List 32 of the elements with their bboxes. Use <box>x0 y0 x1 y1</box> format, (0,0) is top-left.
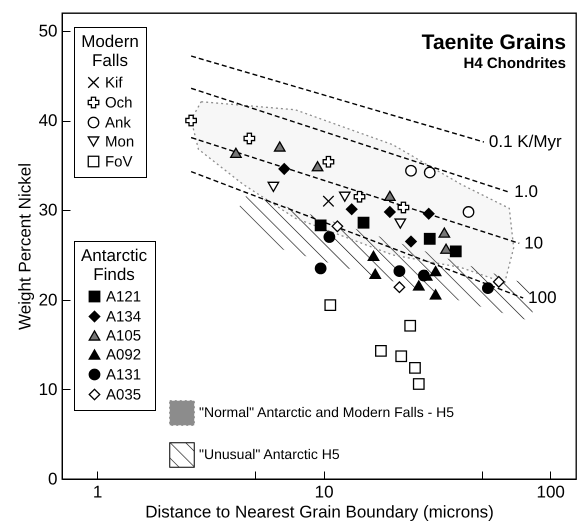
y-axis-title: Weight Percent Nickel <box>16 163 35 330</box>
x-tick-label: 10 <box>314 482 334 502</box>
text: Antarctic Finds <box>80 246 148 284</box>
legend-label: A105 <box>106 328 142 344</box>
y-tick-label: 30 <box>38 200 58 220</box>
y-tick-label: 10 <box>38 380 58 399</box>
series-label: 100 <box>528 288 557 307</box>
y-tick-label: 40 <box>38 111 58 130</box>
legend-label: A092 <box>106 346 142 364</box>
y-tick-label: 50 <box>38 21 58 40</box>
text: H4 Chondrites <box>463 55 566 72</box>
legend-label: Ank <box>105 114 132 132</box>
y-tick-label: 0 <box>48 470 58 488</box>
series-label: 0.1 K/Myr <box>488 132 562 152</box>
legend-label: FoV <box>105 154 133 170</box>
y-tick-label: 20 <box>38 290 58 310</box>
legend-label: A035 <box>106 386 142 404</box>
legend-label: Och <box>105 94 133 112</box>
legend-label: Kif <box>105 74 124 92</box>
legend-label: A121 <box>106 288 142 306</box>
legend-label: A134 <box>106 308 142 326</box>
legend-label: "Normal" Antarctic and Modern Falls - H5 <box>199 404 454 420</box>
x-axis-title: Distance to Nearest Grain Boundary (microns) <box>145 502 494 522</box>
x-tick-label: 1 <box>92 482 102 502</box>
legend-label: Mon <box>105 134 134 150</box>
legend-label: "Unusual" Antarctic H5 <box>199 446 340 462</box>
text: Taenite Grains <box>422 31 566 54</box>
series-label: 10 <box>524 233 544 252</box>
legend-label: A131 <box>106 366 142 384</box>
series-label: 1.0 <box>514 182 538 202</box>
x-tick-label: 100 <box>536 482 565 502</box>
text: Modern Falls <box>81 32 139 70</box>
